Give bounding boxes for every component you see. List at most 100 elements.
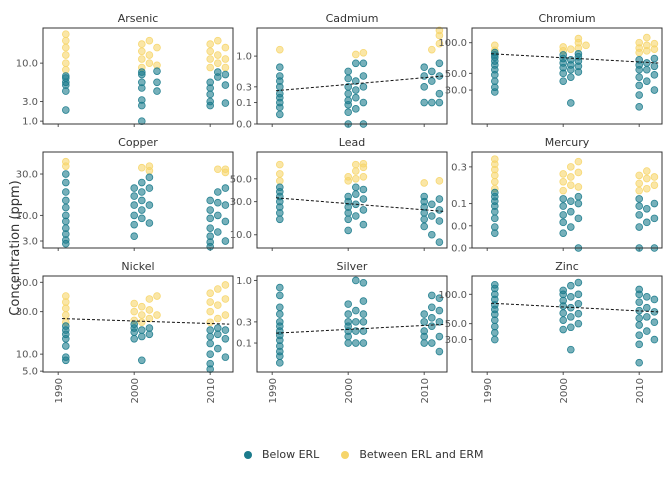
point-below-erl: [642, 77, 651, 85]
point-between-erl-erm: [62, 43, 70, 52]
point-between-erl-erm: [566, 181, 575, 189]
point-below-erl: [145, 184, 154, 192]
point-below-erl: [62, 353, 70, 361]
point-below-erl: [206, 90, 215, 99]
point-below-erl: [62, 203, 70, 212]
point-below-erl: [566, 73, 575, 81]
point-below-erl: [359, 83, 368, 91]
point-below-erl: [435, 89, 444, 98]
y-tick-label-mercury: 0.0: [451, 221, 467, 232]
y-tick-label-lead: 50.0: [230, 174, 252, 185]
panel-title-copper: Copper: [118, 136, 158, 149]
point-below-erl: [275, 89, 284, 98]
point-below-erl: [359, 59, 368, 68]
point-below-erl: [138, 214, 146, 223]
point-below-erl: [344, 310, 353, 318]
point-below-erl: [359, 297, 368, 305]
point-below-erl: [490, 214, 499, 223]
point-below-erl: [275, 63, 284, 72]
point-below-erl: [275, 310, 284, 318]
point-between-erl-erm: [351, 167, 360, 175]
point-below-erl: [206, 232, 215, 241]
point-between-erl-erm: [275, 160, 284, 169]
point-below-erl: [574, 278, 583, 287]
point-between-erl-erm: [650, 173, 659, 181]
point-between-erl-erm: [351, 50, 360, 59]
point-below-erl: [642, 293, 651, 301]
x-tick-label: 2010: [206, 378, 217, 403]
point-between-erl-erm: [138, 55, 146, 63]
point-below-erl: [566, 313, 575, 321]
x-tick-label: 2010: [420, 378, 431, 403]
point-between-erl-erm: [138, 40, 146, 48]
point-below-erl: [130, 184, 139, 192]
point-below-erl: [359, 72, 368, 80]
panel-frame-nickel: [42, 275, 234, 373]
point-between-erl-erm: [642, 33, 651, 42]
trend-line-chromium: [490, 53, 659, 64]
point-below-erl: [130, 201, 139, 209]
point-below-erl: [206, 206, 215, 214]
panel-mercury: Mercury 0.0 0.0 0.1 0.3: [451, 136, 663, 255]
point-below-erl: [344, 339, 353, 347]
point-below-erl: [650, 214, 659, 223]
point-below-erl: [650, 335, 659, 344]
point-below-erl: [153, 67, 161, 75]
point-below-erl: [359, 278, 368, 287]
point-below-erl: [351, 306, 360, 315]
point-below-erl: [206, 339, 215, 348]
y-tick-label-chromium: 100.0: [438, 38, 467, 49]
point-below-erl: [214, 198, 222, 207]
panel-frame-silver: [256, 275, 448, 373]
point-between-erl-erm: [138, 47, 146, 56]
point-below-erl: [635, 223, 643, 231]
point-below-erl: [351, 105, 360, 113]
point-below-erl: [62, 342, 70, 350]
y-tick-label-mercury: 0.3: [451, 162, 467, 173]
trend-line-silver: [275, 323, 444, 334]
point-between-erl-erm: [214, 165, 222, 174]
point-between-erl-erm: [206, 63, 215, 72]
legend-label-below-erl: Below ERL: [262, 448, 320, 461]
point-between-erl-erm: [642, 41, 651, 50]
y-tick-label-zinc: 100.0: [438, 290, 467, 301]
trend-line-nickel: [61, 318, 230, 325]
point-below-erl: [650, 54, 659, 63]
point-below-erl: [566, 293, 575, 301]
point-between-erl-erm: [351, 175, 360, 183]
panel-title-arsenic: Arsenic: [118, 12, 159, 25]
point-between-erl-erm: [344, 173, 353, 181]
point-below-erl: [275, 215, 284, 224]
point-below-erl: [420, 192, 429, 201]
point-between-erl-erm: [420, 179, 429, 187]
point-below-erl: [221, 217, 230, 226]
point-below-erl: [275, 110, 284, 119]
panel-title-lead: Lead: [339, 136, 365, 149]
point-below-erl: [344, 67, 353, 76]
panel-arsenic: Arsenic 1.0 3.0 10.0: [16, 12, 234, 128]
point-between-erl-erm: [138, 311, 146, 319]
point-below-erl: [344, 318, 353, 326]
point-below-erl: [490, 48, 499, 57]
point-below-erl: [635, 340, 643, 349]
point-below-erl: [138, 196, 146, 205]
point-below-erl: [153, 78, 161, 87]
point-below-erl: [344, 74, 353, 83]
x-tick-label: 1990: [268, 378, 279, 403]
point-below-erl: [650, 199, 659, 208]
point-below-erl: [351, 339, 360, 347]
point-below-erl: [635, 103, 643, 111]
point-below-erl: [650, 86, 659, 94]
y-tick-label-copper: 30.0: [16, 170, 38, 181]
point-below-erl: [559, 202, 567, 210]
point-below-erl: [490, 322, 499, 331]
point-between-erl-erm: [206, 55, 215, 63]
point-below-erl: [145, 330, 154, 339]
point-below-erl: [420, 215, 429, 224]
point-between-erl-erm: [206, 307, 215, 316]
point-below-erl: [435, 98, 444, 107]
point-between-erl-erm: [206, 289, 215, 297]
point-below-erl: [635, 202, 643, 210]
point-below-erl: [214, 228, 222, 236]
point-below-erl: [574, 319, 583, 328]
